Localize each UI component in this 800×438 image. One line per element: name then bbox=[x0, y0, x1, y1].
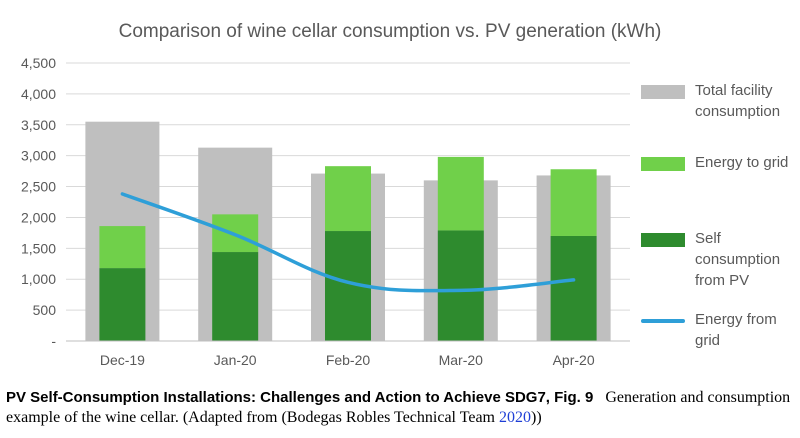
legend-total-consumption: Total facility consumption bbox=[641, 80, 800, 122]
legend-energy-from-grid: Energy from grid bbox=[641, 309, 800, 351]
figure-caption: PV Self-Consumption Installations: Chall… bbox=[6, 388, 794, 428]
legend-self-consumption: Self consumption from PV bbox=[641, 228, 800, 291]
legend-swatch bbox=[641, 157, 685, 171]
caption-title: PV Self-Consumption Installations: Chall… bbox=[6, 389, 594, 406]
legend-label: Self consumption from PV bbox=[695, 230, 781, 289]
bar-self-consumption bbox=[550, 235, 597, 341]
bar-energy-to-grid bbox=[437, 156, 484, 231]
x-tick-label: Feb-20 bbox=[326, 352, 371, 368]
bar-energy-to-grid bbox=[325, 166, 371, 232]
chart-area: Comparison of wine cellar consumption vs… bbox=[21, 21, 800, 368]
y-tick-label: 2,000 bbox=[21, 209, 56, 225]
x-tick-label: Jan-20 bbox=[214, 352, 257, 368]
chart: Comparison of wine cellar consumption vs… bbox=[21, 21, 662, 368]
x-tick-label: Apr-20 bbox=[553, 352, 595, 368]
x-tick-label: Dec-19 bbox=[100, 352, 145, 368]
bar-self-consumption bbox=[212, 252, 259, 341]
y-tick-label: - bbox=[51, 333, 56, 349]
caption-citation-link[interactable]: 2020 bbox=[499, 409, 531, 426]
chart-title: Comparison of wine cellar consumption vs… bbox=[119, 21, 662, 42]
bar-self-consumption bbox=[99, 268, 146, 341]
y-tick-label: 500 bbox=[33, 302, 57, 318]
legend-label: Energy to grid bbox=[695, 154, 789, 171]
legend-energy-to-grid: Energy to grid bbox=[641, 152, 800, 173]
y-tick-label: 2,500 bbox=[21, 179, 56, 195]
caption-text: Generation and consumption example of th… bbox=[6, 389, 791, 426]
y-tick-label: 4,000 bbox=[21, 86, 56, 102]
y-tick-label: 1,000 bbox=[21, 271, 56, 287]
legend-swatch bbox=[641, 233, 685, 247]
caption-text-end: )) bbox=[531, 409, 542, 426]
x-tick-label: Mar-20 bbox=[439, 352, 484, 368]
bar-energy-to-grid bbox=[99, 226, 146, 269]
y-tick-label: 3,000 bbox=[21, 148, 56, 164]
y-tick-label: 3,500 bbox=[21, 117, 56, 133]
y-tick-label: 1,500 bbox=[21, 240, 56, 256]
y-tick-label: 4,500 bbox=[21, 55, 56, 71]
legend-swatch bbox=[641, 85, 685, 99]
bar-self-consumption bbox=[437, 230, 484, 341]
legend-label: Energy from grid bbox=[695, 311, 777, 349]
legend-label: Total facility consumption bbox=[695, 82, 781, 120]
legend-swatch bbox=[641, 319, 685, 323]
bar-energy-to-grid bbox=[550, 169, 597, 236]
line-energy-from-grid bbox=[120, 192, 576, 293]
